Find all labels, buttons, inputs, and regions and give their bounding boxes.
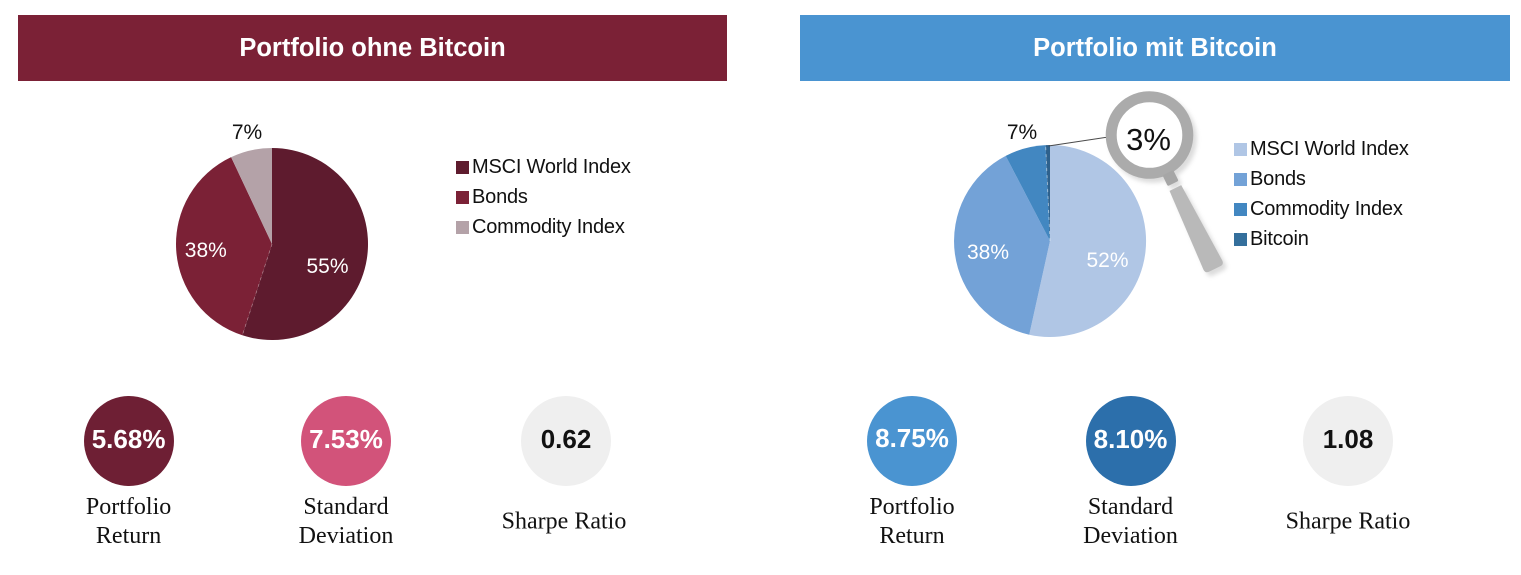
svg-text:3%: 3% [1126, 122, 1171, 157]
